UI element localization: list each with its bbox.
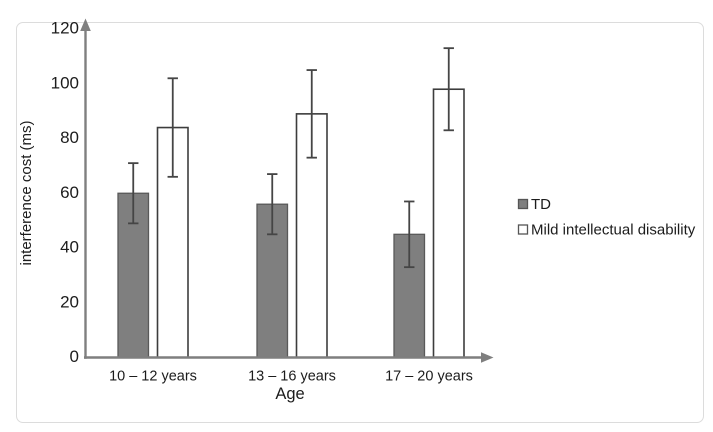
y-tick-label-40: 40 [60,238,79,257]
y-tick-label-120: 120 [51,19,79,38]
legend: TD Mild intellectual disability [517,196,696,239]
legend-swatch-0-icon [517,198,529,210]
y-axis-title: interference cost (ms) [18,120,35,265]
legend-label-0: TD [531,196,551,213]
y-tick-label-80: 80 [60,128,79,147]
error-bars-layer [128,47,454,269]
y-tick-label-60: 60 [60,183,79,202]
bars-layer [117,88,465,359]
legend-label-1: Mild intellectual disability [531,222,696,239]
figure-border [16,22,704,423]
y-tick-label-0: 0 [70,347,79,366]
y-tick-label-100: 100 [51,73,79,92]
x-axis-arrow-icon [481,352,494,363]
x-category-label-2: 17 – 20 years [385,369,473,385]
y-tick-labels: 0 20 40 60 80 100 120 [51,19,79,367]
x-category-labels: 10 – 12 years 13 – 16 years 17 – 20 years [109,369,473,385]
bar-series1-cat2 [432,88,465,359]
x-category-label-0: 10 – 12 years [109,369,197,385]
y-tick-label-20: 20 [60,292,79,311]
x-axis-title: Age [275,385,304,403]
axes-layer [80,18,494,363]
legend-swatch-1-icon [517,224,529,235]
y-axis-arrow-icon [80,18,91,31]
x-category-label-1: 13 – 16 years [248,369,336,385]
